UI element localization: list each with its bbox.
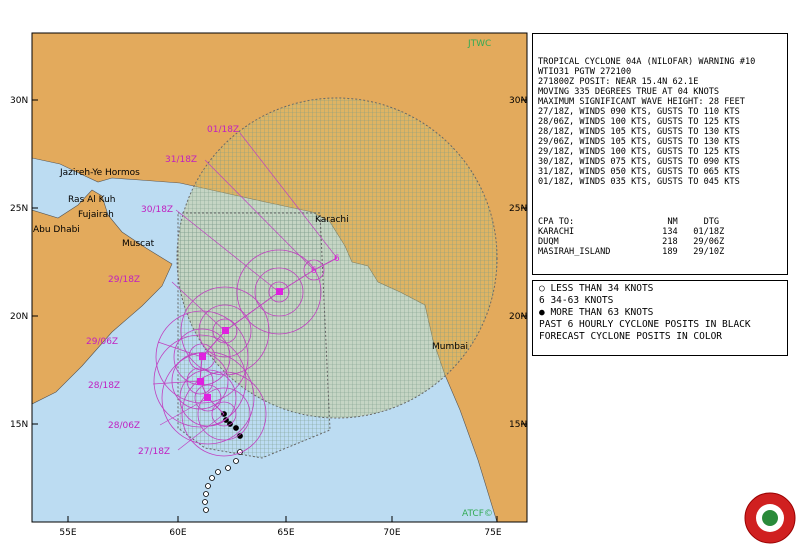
lat-label: 25N — [10, 204, 28, 214]
posit-label: 29/06Z — [86, 337, 118, 347]
posit-leaders — [152, 132, 338, 451]
places: Jazireh-Ye Hormos Ras Al Kuh Fujairah Ab… — [33, 168, 468, 352]
ticks — [32, 99, 527, 522]
place: Abu Dhabi — [33, 225, 80, 235]
lat-labels: 30N 25N 20N 15N 30N 25N 20N 15N — [10, 96, 527, 430]
lat-label: 30N — [509, 96, 527, 106]
text-line: 27/18Z, WINDS 090 KTS, GUSTS TO 110 KTS — [538, 107, 740, 117]
legend-item: ○ LESS THAN 34 KNOTS — [539, 284, 782, 296]
text-line: KARACHI 134 01/18Z — [538, 227, 725, 237]
posit-labels: 01/18Z 31/18Z 30/18Z 29/18Z 29/06Z 28/18… — [86, 125, 239, 457]
legend-item: FORECAST CYCLONE POSITS IN COLOR — [539, 332, 782, 344]
text-line: 28/18Z, WINDS 105 KTS, GUSTS TO 130 KTS — [538, 127, 740, 137]
lat-label: 15N — [509, 420, 527, 430]
place: Mumbai — [432, 342, 468, 352]
text-line: 271800Z POSIT: NEAR 15.4N 62.1E — [538, 77, 699, 87]
map: 30N 25N 20N 15N 30N 25N 20N 15N 55E 60E … — [10, 32, 528, 538]
logo — [744, 492, 796, 544]
legend-symbol: ● — [539, 307, 551, 318]
text-line: 28/06Z, WINDS 100 KTS, GUSTS TO 125 KTS — [538, 117, 740, 127]
lon-label: 60E — [169, 528, 186, 538]
text-line: 31/18Z, WINDS 050 KTS, GUSTS TO 065 KTS — [538, 167, 740, 177]
legend-item: 6 34-63 KNOTS — [539, 296, 782, 308]
text-line: MASIRAH_ISLAND 189 29/10Z — [538, 247, 725, 257]
lon-label: 65E — [277, 528, 294, 538]
lon-label: 55E — [59, 528, 76, 538]
text-line: 30/18Z, WINDS 075 KTS, GUSTS TO 090 KTS — [538, 157, 740, 167]
posit-label: 28/06Z — [108, 421, 140, 431]
warning-block: TROPICAL CYCLONE 04A (NILOFAR) WARNING #… — [538, 57, 782, 187]
legend-text: PAST 6 HOURLY CYCLONE POSITS IN BLACK — [539, 319, 751, 330]
svg-text:6: 6 — [311, 266, 317, 276]
place: Fujairah — [78, 210, 114, 220]
lat-label: 25N — [509, 204, 527, 214]
place: Ras Al Kuh — [68, 195, 116, 205]
text-line: 29/18Z, WINDS 100 KTS, GUSTS TO 125 KTS — [538, 147, 740, 157]
text-line: 01/18Z, WINDS 035 KTS, GUSTS TO 045 KTS — [538, 177, 740, 187]
wind-radii — [153, 249, 325, 457]
legend-item: ● MORE THAN 63 KNOTS — [539, 308, 782, 320]
text-line: WTIO31 PGTW 272100 — [538, 67, 632, 77]
legend-text: MORE THAN 63 KNOTS — [550, 307, 654, 318]
forecast-posits: 66 — [197, 254, 340, 401]
text-line: MOVING 335 DEGREES TRUE AT 04 KNOTS — [538, 87, 720, 97]
legend-text: 34-63 KNOTS — [550, 295, 614, 306]
legend-text: LESS THAN 34 KNOTS — [550, 283, 654, 294]
lon-label: 75E — [484, 528, 501, 538]
posit-label: 27/18Z — [138, 447, 170, 457]
lat-label: 15N — [10, 420, 28, 430]
text-line: MAXIMUM SIGNIFICANT WAVE HEIGHT: 28 FEET — [538, 97, 745, 107]
text-line: 29/06Z, WINDS 105 KTS, GUSTS TO 130 KTS — [538, 137, 740, 147]
lat-label: 30N — [10, 96, 28, 106]
warning-panel: TROPICAL CYCLONE 04A (NILOFAR) WARNING #… — [532, 33, 788, 275]
cpa-block: CPA TO: NM DTG KARACHI 134 01/18Z DUQM 218… — [538, 217, 782, 257]
place: Muscat — [122, 239, 155, 249]
posit-label: 01/18Z — [207, 125, 239, 135]
legend-symbol: 6 — [539, 295, 551, 306]
posit-label: 30/18Z — [141, 205, 173, 215]
legend-item: PAST 6 HOURLY CYCLONE POSITS IN BLACK — [539, 320, 782, 332]
svg-text:6: 6 — [334, 254, 340, 264]
lat-label: 20N — [10, 312, 28, 322]
lon-label: 70E — [383, 528, 400, 538]
lat-label: 20N — [509, 312, 527, 322]
place: Karachi — [315, 215, 349, 225]
credit: ATCF© — [462, 509, 493, 519]
posit-label: 31/18Z — [165, 155, 197, 165]
text-line: TROPICAL CYCLONE 04A (NILOFAR) WARNING #… — [538, 57, 756, 67]
land-arabia — [32, 189, 173, 405]
text-line: DUQM 218 29/06Z — [538, 237, 725, 247]
source-label: JTWC — [467, 39, 491, 49]
posit-label: 28/18Z — [88, 381, 120, 391]
legend-panel: ○ LESS THAN 34 KNOTS 6 34-63 KNOTS ● MORE … — [532, 280, 788, 356]
lon-labels: 55E 60E 65E 70E 75E — [59, 528, 501, 538]
place: Jazireh-Ye Hormos — [59, 168, 140, 178]
posit-label: 29/18Z — [108, 275, 140, 285]
legend-text: FORECAST CYCLONE POSITS IN COLOR — [539, 331, 723, 342]
text-line: CPA TO: NM DTG — [538, 217, 720, 227]
legend-symbol: ○ — [539, 283, 551, 294]
map-frame — [31, 32, 528, 523]
